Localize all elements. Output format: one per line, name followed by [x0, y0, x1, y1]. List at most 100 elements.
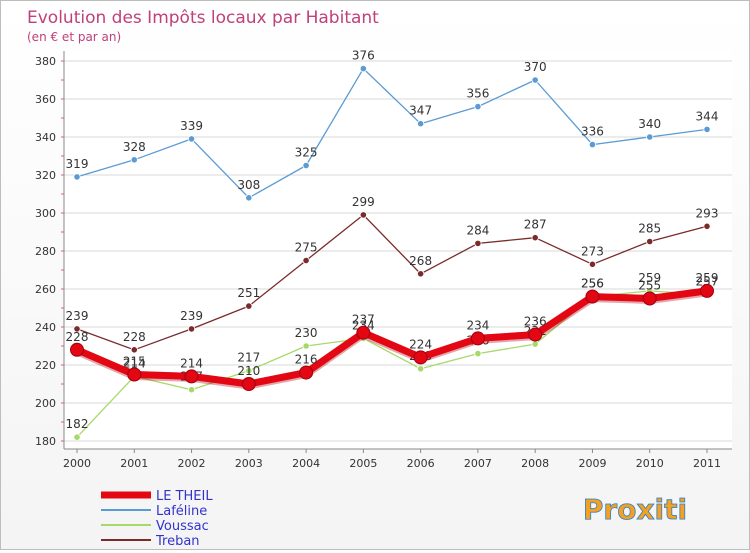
data-label: 356	[466, 87, 489, 101]
y-tick-label: 320	[35, 169, 56, 182]
data-point	[187, 386, 196, 394]
y-tick-label: 360	[35, 93, 56, 106]
data-point	[646, 133, 654, 141]
x-tick-label: 2002	[178, 457, 206, 470]
data-label: 308	[237, 178, 260, 192]
x-tick-label: 2006	[407, 457, 435, 470]
data-label: 256	[581, 277, 604, 291]
data-point	[703, 125, 711, 133]
data-point	[642, 291, 657, 306]
proxiti-logo: Proxiti	[582, 493, 687, 527]
data-point	[299, 365, 314, 380]
data-label: 239	[180, 309, 203, 323]
data-label: 275	[295, 241, 318, 255]
data-label: 370	[524, 60, 547, 74]
x-tick-label: 2007	[464, 457, 492, 470]
data-label: 339	[180, 119, 203, 133]
y-tick-label: 240	[35, 321, 56, 334]
data-point	[413, 350, 428, 365]
data-label: 287	[524, 218, 547, 232]
data-label: 319	[66, 157, 89, 171]
data-label: 257	[696, 275, 719, 289]
legend-label: Treban	[155, 534, 200, 549]
x-tick-label: 2001	[120, 457, 148, 470]
chart-title: Evolution des Impôts locaux par Habitant	[27, 8, 379, 28]
data-point	[474, 103, 482, 111]
series-laféline: 319 328 339 308 325 376 347 356 370 336 340 344	[66, 49, 719, 202]
data-label: 236	[524, 315, 547, 329]
data-label: 293	[696, 206, 719, 220]
data-label: 344	[696, 109, 719, 123]
data-point	[588, 260, 597, 268]
x-tick-label: 2003	[235, 457, 263, 470]
data-label: 224	[409, 337, 432, 351]
logo-text: Proxiti	[583, 493, 687, 526]
series-line	[76, 67, 708, 199]
legend-label: LE THEIL	[156, 489, 213, 504]
data-label: 325	[295, 146, 318, 160]
data-label: 230	[295, 326, 318, 340]
data-point	[417, 270, 425, 278]
data-label: 214	[123, 356, 146, 370]
data-point	[130, 346, 138, 354]
data-label: 214	[180, 356, 203, 370]
x-tick-label: 2000	[63, 457, 91, 470]
legend-label: Laféline	[156, 504, 207, 519]
data-label: 182	[66, 417, 89, 431]
data-point	[302, 161, 310, 170]
data-label: 376	[352, 49, 375, 63]
data-label: 239	[66, 309, 89, 323]
data-label: 217	[237, 351, 260, 365]
data-label: 251	[237, 286, 260, 300]
data-point	[241, 377, 256, 391]
data-label: 216	[295, 353, 318, 367]
y-tick-label: 200	[35, 397, 56, 410]
chart-subtitle: (en € et par an)	[27, 30, 121, 44]
data-label: 210	[237, 364, 260, 378]
data-point	[474, 239, 482, 247]
y-tick-label: 220	[35, 359, 56, 372]
y-tick-label: 340	[35, 131, 56, 144]
data-point	[531, 340, 539, 348]
data-point	[703, 222, 711, 230]
data-point	[187, 135, 196, 143]
data-point	[73, 325, 81, 333]
data-point	[528, 327, 543, 342]
data-point	[245, 302, 253, 310]
data-label: 285	[638, 222, 661, 236]
x-tick-label: 2008	[521, 457, 549, 470]
data-point	[700, 283, 714, 298]
x-tick-label: 2009	[578, 457, 606, 470]
data-point	[359, 65, 367, 73]
data-label: 215	[123, 355, 146, 369]
data-point	[73, 433, 81, 441]
data-point	[73, 173, 81, 181]
data-point	[359, 211, 367, 219]
data-label: 328	[123, 140, 146, 154]
legend-label: Voussac	[156, 519, 209, 534]
x-tick-label: 2010	[636, 457, 664, 470]
series-layer: 3193283393083253763473563703363403442392…	[66, 49, 719, 441]
axes: 180 200 220 240 260 280 300 320 340 360 380 2000 200…	[35, 51, 732, 470]
data-point	[470, 331, 485, 346]
data-label: 273	[581, 244, 604, 258]
data-label: 259	[696, 271, 719, 285]
x-tick-label: 2011	[693, 457, 721, 470]
data-point	[585, 289, 600, 304]
series-line	[76, 214, 708, 351]
data-point	[245, 194, 253, 202]
series-treban: 239 228 239 251 275 299 268 284 287 273 285 293	[66, 195, 719, 354]
data-point	[474, 349, 482, 358]
data-label: 228	[123, 330, 146, 344]
data-point	[130, 156, 138, 164]
data-label: 299	[352, 195, 375, 209]
data-point	[70, 342, 84, 357]
data-point	[302, 342, 310, 350]
data-point	[187, 325, 196, 333]
y-tick-label: 380	[35, 55, 56, 68]
data-label: 340	[638, 117, 661, 131]
data-label: 259	[638, 271, 661, 285]
y-tick-label: 260	[35, 283, 56, 296]
